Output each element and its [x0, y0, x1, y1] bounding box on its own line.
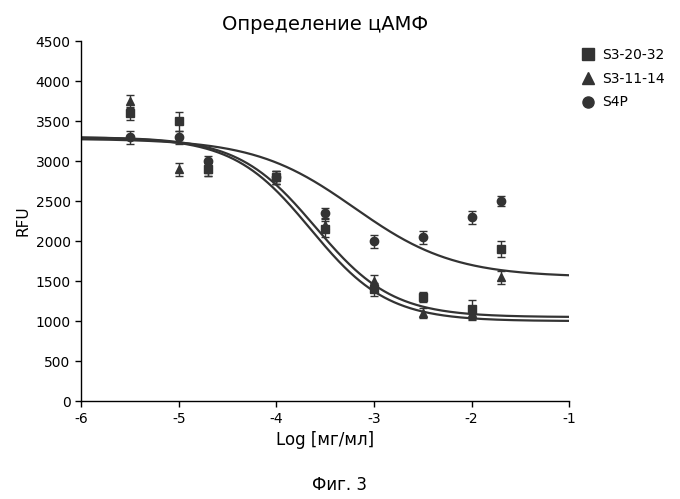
- X-axis label: Log [мг/мл]: Log [мг/мл]: [276, 431, 374, 449]
- Y-axis label: RFU: RFU: [15, 206, 30, 237]
- Title: Определение цАМФ: Определение цАМФ: [222, 15, 428, 34]
- Text: Фиг. 3: Фиг. 3: [313, 476, 367, 494]
- Legend: S3-20-32, S3-11-14, S4P: S3-20-32, S3-11-14, S4P: [581, 48, 664, 109]
